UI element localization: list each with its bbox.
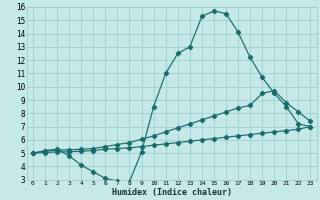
X-axis label: Humidex (Indice chaleur): Humidex (Indice chaleur) bbox=[112, 188, 232, 197]
